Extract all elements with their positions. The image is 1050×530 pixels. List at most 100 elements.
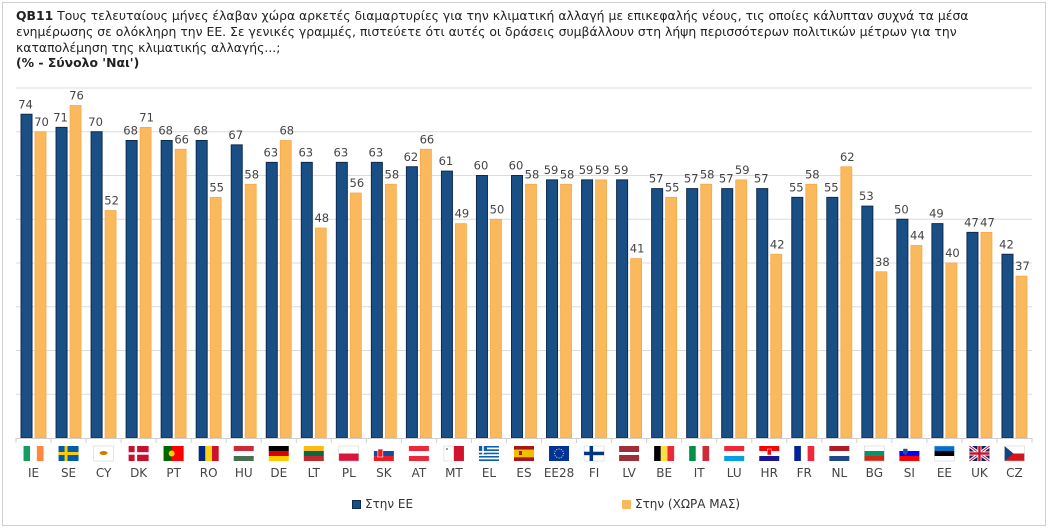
bar-country-LU [735, 179, 748, 439]
flag-latvia-icon [619, 446, 640, 461]
flag-poland-icon [338, 445, 360, 462]
bar-eu-SI [896, 218, 909, 439]
flag-belgium-icon [654, 446, 675, 461]
data-label-country: 68 [279, 124, 294, 138]
data-label-eu: 50 [894, 202, 909, 216]
category-label: EE28 [544, 466, 574, 480]
category-label: PT [166, 466, 181, 480]
bar-eu-UK [966, 231, 979, 439]
bar-country-HR [770, 253, 783, 439]
data-label-country: 58 [700, 167, 715, 181]
flag-cyprus-icon [93, 445, 114, 462]
flag-finland-icon [583, 445, 605, 462]
bar-country-IE [34, 131, 47, 439]
data-label-country: 59 [595, 163, 610, 177]
bar-country-CY [104, 210, 117, 439]
bar-country-EE28 [560, 183, 572, 439]
data-label-eu: 70 [88, 115, 103, 129]
data-label-country: 58 [560, 167, 575, 181]
data-label-eu: 63 [369, 145, 384, 159]
bar-eu-HU [230, 144, 243, 439]
bar-eu-EL [475, 175, 488, 439]
bar-eu-IT [686, 188, 699, 439]
category-label: CY [96, 466, 112, 480]
bar-country-EL [490, 218, 502, 439]
data-label-eu: 59 [544, 163, 559, 177]
bar-eu-DK [125, 140, 138, 439]
bar-country-LT [314, 227, 327, 439]
flag-sweden-icon [58, 446, 79, 461]
legend-item-eu: Στην ΕΕ [352, 497, 413, 511]
data-label-country: 62 [840, 150, 855, 164]
data-label-eu: 62 [404, 150, 419, 164]
bar-eu-HR [756, 188, 769, 439]
category-label: SI [904, 466, 915, 480]
bar-eu-NL [826, 196, 839, 439]
category-label: IT [694, 466, 706, 480]
flag-estonia-icon [934, 445, 955, 462]
data-label-country: 55 [665, 180, 680, 194]
category-label: IE [28, 466, 39, 480]
bar-eu-EE28 [546, 179, 559, 439]
data-label-country: 41 [630, 242, 645, 256]
data-label-eu: 57 [684, 172, 699, 186]
data-label-country: 47 [980, 215, 995, 229]
category-label: HR [761, 466, 778, 480]
data-label-country: 40 [945, 246, 960, 260]
category-label: EL [482, 466, 497, 480]
bar-country-PL [349, 192, 362, 439]
data-label-country: 58 [525, 167, 540, 181]
bar-country-HU [244, 183, 257, 439]
category-label: SE [61, 466, 76, 480]
flag-lithuania-icon [303, 446, 324, 461]
data-label-country: 42 [770, 237, 785, 251]
bar-country-PT [174, 148, 187, 439]
category-label: BE [656, 466, 672, 480]
flag-uk-icon [968, 444, 991, 463]
data-label-eu: 60 [474, 159, 489, 173]
bar-country-SE [69, 105, 82, 439]
flag-croatia-icon [759, 446, 780, 461]
bar-country-CZ [1015, 275, 1028, 439]
data-label-country: 37 [1015, 259, 1030, 273]
category-label: ES [516, 466, 531, 480]
data-label-country: 59 [735, 163, 750, 177]
bar-eu-AT [405, 166, 418, 439]
data-label-country: 66 [420, 132, 435, 146]
data-label-eu: 53 [859, 189, 874, 203]
bar-country-RO [209, 196, 222, 439]
bar-eu-SE [55, 126, 68, 439]
bar-country-FI [595, 179, 607, 439]
bar-eu-MT [440, 170, 453, 439]
flag-italy-icon [689, 446, 710, 461]
x-axis [15, 438, 1033, 443]
legend-swatch-country [622, 499, 631, 509]
legend-label-eu: Στην ΕΕ [365, 497, 414, 511]
flag-romania-icon [198, 446, 219, 461]
bar-eu-RO [195, 140, 208, 439]
category-labels: IE SE CY DK PT RO HU DE LT PL SK AT MT EL ES EE28 FI LV BE… [28, 466, 1023, 480]
question-text: QB11 Τους τελευταίους μήνες έλαβαν χώρα … [16, 8, 1026, 56]
category-label: SK [376, 466, 393, 480]
category-label: PL [342, 466, 356, 480]
bar-eu-ES [511, 175, 523, 439]
category-label: FR [797, 466, 812, 480]
flag-slovakia-icon [373, 446, 394, 461]
category-label: RO [200, 466, 218, 480]
data-label-country: 50 [490, 202, 505, 216]
data-label-eu: 67 [228, 128, 243, 142]
data-label-country: 71 [139, 110, 154, 124]
bar-eu-IE [20, 113, 33, 439]
data-label-eu: 63 [298, 145, 313, 159]
bar-country-BG [875, 271, 888, 439]
bar-eu-SK [370, 161, 383, 439]
data-label-eu: 71 [53, 110, 68, 124]
data-label-eu: 47 [964, 215, 979, 229]
legend-item-country: Στην (ΧΩΡΑ ΜΑΣ) [622, 497, 740, 511]
data-label-eu: 55 [824, 180, 839, 194]
flag-slovenia-icon [899, 446, 920, 461]
category-label: LU [727, 466, 742, 480]
bars [20, 105, 1028, 439]
data-label-country: 70 [34, 115, 49, 129]
